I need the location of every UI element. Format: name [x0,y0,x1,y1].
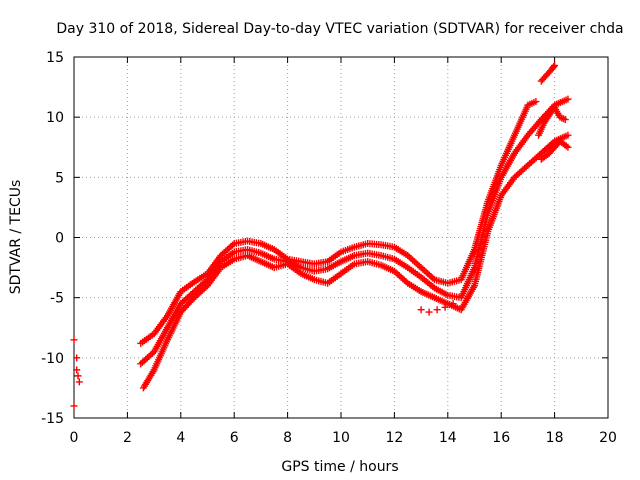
y-tick-label: -5 [50,291,64,307]
data-point [425,308,433,316]
data-point [189,295,197,303]
x-axis-ticks: 0 2 4 6 8 10 12 14 16 18 20 [70,57,617,446]
data-point [532,98,540,106]
data-point [70,336,78,344]
x-tick-label: 12 [385,430,403,446]
x-tick-label: 14 [439,430,457,446]
x-tick-label: 18 [546,430,564,446]
data-point [564,95,572,103]
data-point [433,306,441,314]
data-point [561,116,569,124]
data-point [74,372,82,380]
data-points [70,61,572,410]
y-tick-label: -10 [41,351,64,367]
grid-lines [74,57,608,418]
x-axis-label: GPS time / hours [281,459,398,475]
data-point [73,366,81,374]
y-tick-label: -15 [41,411,64,427]
x-tick-label: 0 [70,430,79,446]
x-tick-label: 6 [230,430,239,446]
data-point [441,303,449,311]
y-axis-ticks: 15 10 5 0 -5 -10 -15 [41,50,608,427]
data-point [550,63,558,71]
y-tick-label: 15 [46,50,64,66]
data-point [564,131,572,139]
data-point [562,142,570,150]
data-point [75,378,83,386]
data-point [73,354,81,362]
data-point [449,300,457,308]
y-axis-label: SDTVAR / TECUs [8,180,24,295]
data-point [564,143,572,151]
x-tick-label: 4 [176,430,185,446]
x-tick-label: 16 [492,430,510,446]
data-point [551,61,559,69]
y-tick-label: 10 [46,110,64,126]
y-tick-label: 0 [55,231,64,247]
x-tick-label: 8 [283,430,292,446]
x-tick-label: 10 [332,430,350,446]
x-tick-label: 20 [599,430,617,446]
x-tick-label: 2 [123,430,132,446]
data-point [70,402,78,410]
data-point [417,306,425,314]
chart-title: Day 310 of 2018, Sidereal Day-to-day VTE… [56,21,623,37]
y-tick-label: 5 [55,170,64,186]
